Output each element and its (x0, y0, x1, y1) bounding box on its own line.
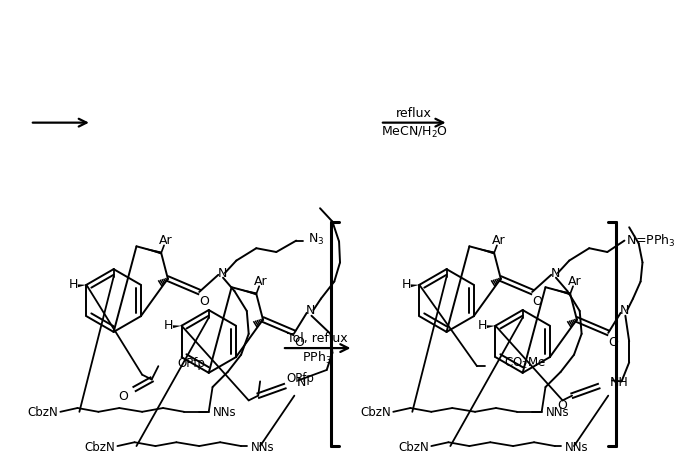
Text: Ar: Ar (568, 275, 582, 288)
Text: NNs: NNs (564, 440, 588, 453)
Text: Tol, reflux: Tol, reflux (287, 332, 347, 345)
Polygon shape (487, 325, 496, 328)
Text: H: H (477, 319, 487, 332)
Polygon shape (137, 246, 162, 254)
Text: CbzN: CbzN (360, 406, 392, 419)
Text: O: O (558, 399, 568, 412)
Text: OPfp: OPfp (287, 372, 315, 385)
Text: N: N (296, 376, 305, 389)
Text: O: O (199, 295, 209, 308)
Text: O: O (118, 390, 128, 403)
Text: N$_3$: N$_3$ (307, 232, 324, 247)
Text: Ar: Ar (159, 234, 173, 247)
Polygon shape (411, 285, 420, 287)
Text: N: N (619, 305, 629, 318)
Text: CbzN: CbzN (398, 440, 430, 453)
Text: NNs: NNs (213, 406, 236, 419)
Text: CbzN: CbzN (28, 406, 58, 419)
Text: PPh$_3$: PPh$_3$ (302, 350, 333, 365)
Text: H: H (401, 279, 411, 292)
Text: N=PPh$_3$: N=PPh$_3$ (626, 232, 676, 249)
Polygon shape (173, 325, 182, 328)
Text: NH: NH (610, 376, 629, 389)
Text: OPfp: OPfp (177, 357, 205, 370)
Text: NNs: NNs (251, 440, 274, 453)
Polygon shape (232, 287, 256, 295)
Text: CbzN: CbzN (85, 440, 116, 453)
Polygon shape (545, 287, 571, 295)
Text: NNs: NNs (545, 406, 569, 419)
Text: CO$_2$Me: CO$_2$Me (504, 356, 545, 371)
Text: H: H (164, 319, 173, 332)
Text: Ar: Ar (254, 275, 268, 288)
Polygon shape (78, 285, 86, 287)
Polygon shape (469, 246, 494, 254)
Text: N: N (218, 267, 226, 280)
Text: N: N (306, 305, 316, 318)
Text: H: H (69, 279, 78, 292)
Text: O: O (608, 336, 618, 349)
Text: N: N (550, 267, 560, 280)
Text: Ar: Ar (492, 234, 506, 247)
Text: reflux: reflux (396, 106, 432, 120)
Text: O: O (294, 336, 304, 349)
Text: O: O (532, 295, 542, 308)
Text: MeCN/H$_2$O: MeCN/H$_2$O (381, 125, 447, 140)
